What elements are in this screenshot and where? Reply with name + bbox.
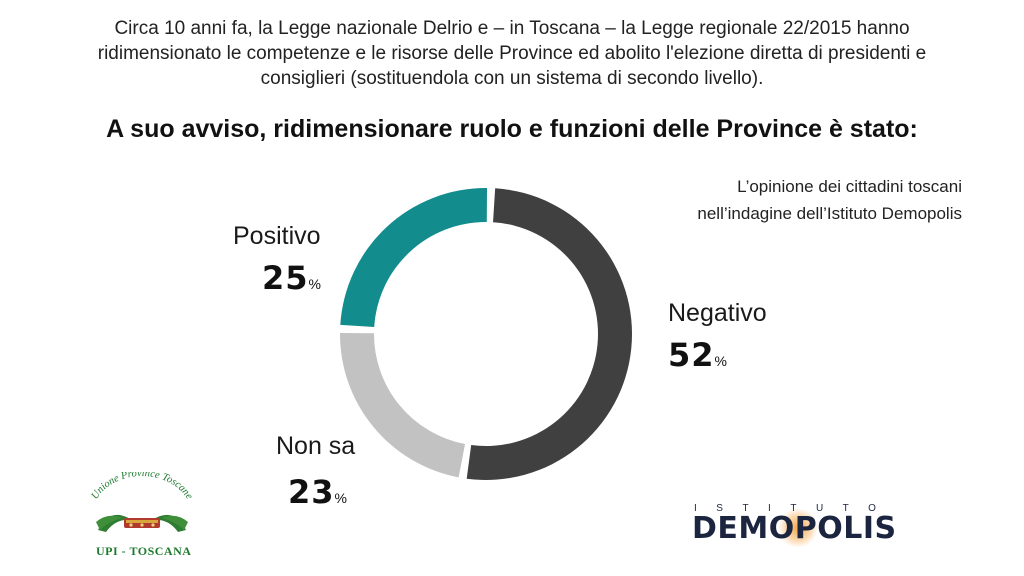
demopolis-wordmark: DEMOPOLIS bbox=[692, 511, 897, 546]
label-positivo: Positivo bbox=[233, 222, 321, 250]
value-positivo-number: 25 bbox=[262, 259, 309, 297]
label-negativo: Negativo bbox=[668, 299, 767, 327]
demopolis-top-label: ISTITUTO bbox=[694, 503, 896, 514]
value-non-sa-unit: % bbox=[334, 490, 347, 506]
donut-chart bbox=[340, 188, 633, 481]
upi-caption: UPI - TOSCANA bbox=[96, 544, 192, 558]
value-positivo: 25% bbox=[262, 259, 321, 297]
donut-slice-non-sa bbox=[340, 332, 466, 478]
crown-gem-icon bbox=[129, 523, 133, 527]
value-positivo-unit: % bbox=[308, 276, 321, 292]
label-non-sa: Non sa bbox=[276, 432, 356, 460]
value-negativo-unit: % bbox=[714, 353, 727, 369]
intro-line-2: ridimensionato le competenze e le risors… bbox=[97, 43, 927, 64]
upi-toscana-logo: Unione Province Toscane bbox=[89, 472, 195, 532]
crown-gem-icon bbox=[140, 523, 144, 527]
donut-slice-negativo bbox=[466, 188, 633, 481]
source-note: L’opinione dei cittadini toscani nell’in… bbox=[602, 173, 962, 227]
laurel-left-inner-icon bbox=[96, 515, 122, 530]
value-negativo: 52% bbox=[668, 336, 727, 374]
value-non-sa-number: 23 bbox=[288, 473, 335, 511]
source-line-1: L’opinione dei cittadini toscani bbox=[737, 177, 962, 196]
crown-trim-icon bbox=[126, 520, 158, 523]
chart-question: A suo avviso, ridimensionare ruolo e fun… bbox=[106, 115, 918, 143]
demopolis-glow-icon bbox=[778, 508, 818, 548]
upi-arc-textpath: Unione Province Toscane bbox=[89, 472, 194, 502]
value-negativo-number: 52 bbox=[668, 336, 715, 374]
source-line-2: nell’indagine dell’Istituto Demopolis bbox=[697, 204, 962, 223]
laurel-right-inner-icon bbox=[162, 515, 188, 530]
intro-line-3: consiglieri (sostituendola con un sistem… bbox=[260, 68, 764, 89]
donut-slice-positivo bbox=[340, 188, 488, 327]
crown-gem-icon bbox=[151, 523, 155, 527]
value-non-sa: 23% bbox=[288, 473, 347, 511]
intro-text: Circa 10 anni fa, la Legge nazionale Del… bbox=[30, 16, 994, 91]
intro-line-1: Circa 10 anni fa, la Legge nazionale Del… bbox=[114, 18, 910, 39]
upi-arc-text: Unione Province Toscane bbox=[89, 472, 194, 502]
